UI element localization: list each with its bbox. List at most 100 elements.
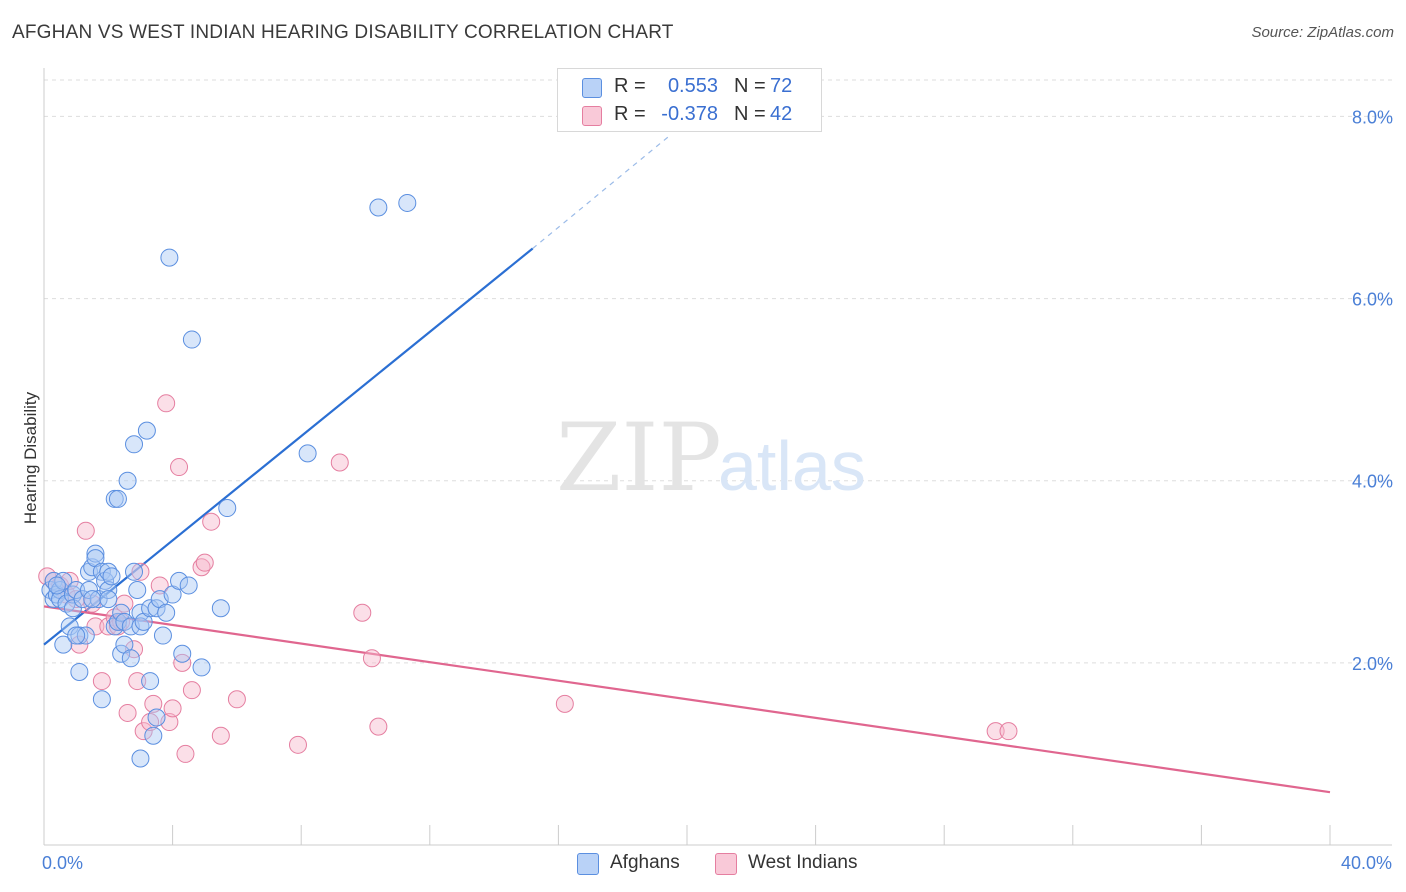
afghans-point — [121, 649, 140, 668]
west-indians-point — [999, 722, 1018, 741]
afghans-swatch — [582, 78, 602, 98]
afghans-point — [67, 626, 86, 645]
afghans-r-label: R = — [614, 75, 646, 97]
afghans-point — [157, 603, 176, 622]
west-indians-point — [211, 726, 230, 745]
x-tick-label: 0.0% — [42, 853, 83, 873]
afghans-point — [99, 581, 118, 599]
y-tick-label: 2.0% — [1352, 654, 1393, 674]
y-tick-label: 4.0% — [1352, 472, 1393, 492]
west-indians-r-label: R = — [614, 103, 646, 125]
x-tick-label: 40.0% — [1341, 853, 1392, 873]
data-points — [38, 193, 1018, 768]
west-indians-point — [195, 553, 214, 572]
west-indians-point — [288, 735, 307, 754]
west-indians-point — [369, 717, 388, 736]
west-indians-point — [986, 722, 1005, 741]
afghans-point — [70, 662, 89, 681]
chart-title: AFGHAN VS WEST INDIAN HEARING DISABILITY… — [12, 22, 674, 43]
west-indians-point — [118, 703, 137, 722]
afghans-point — [118, 471, 137, 490]
west-indians-point — [157, 394, 176, 413]
afghans-point — [211, 599, 230, 618]
afghans-point — [125, 562, 144, 581]
afghans-point — [153, 626, 172, 645]
afghans-point — [160, 248, 179, 267]
afghans-point — [86, 544, 105, 563]
west-indians-legend-label: West Indians — [748, 852, 858, 873]
axes — [43, 68, 1392, 846]
afghans-r-value: 0.553 — [667, 75, 718, 97]
afghans-point — [67, 581, 86, 599]
afghans-point — [108, 489, 127, 508]
afghans-point — [73, 590, 92, 609]
west-indians-point — [134, 722, 153, 741]
west-indians-n-label: N = — [734, 103, 766, 125]
legend-row-afghans: R = 0.553 N = 72 — [558, 72, 821, 100]
west-indians-point — [173, 653, 192, 672]
afghans-trend-line — [43, 247, 534, 646]
afghans-point — [63, 599, 82, 618]
west-indians-point — [144, 694, 163, 713]
afghans-point — [76, 626, 95, 645]
afghans-n-value: 72 — [770, 75, 793, 97]
west-indians-point — [353, 603, 372, 622]
afghans-point — [99, 590, 118, 609]
afghans-trend-extension — [532, 134, 672, 249]
afghans-point — [170, 571, 189, 590]
west-indians-legend-swatch — [715, 853, 737, 875]
afghans-point — [89, 590, 108, 609]
afghans-n-label: N = — [734, 75, 766, 97]
tick-labels: 2.0% 4.0% 6.0% 8.0% 0.0% 40.0% — [42, 107, 1393, 873]
afghans-point — [398, 193, 417, 212]
west-indians-swatch — [582, 106, 602, 126]
afghans-point — [144, 726, 163, 745]
watermark-atlas: atlas — [718, 427, 866, 505]
afghans-point — [141, 672, 160, 691]
afghans-point — [182, 330, 201, 349]
afghans-point — [137, 421, 156, 440]
west-indians-point — [362, 649, 381, 668]
west-indians-point — [141, 713, 160, 732]
west-indians-trend-line — [43, 605, 1331, 794]
afghans-point — [173, 644, 192, 663]
west-indians-point — [182, 681, 201, 700]
west-indians-point — [202, 512, 221, 531]
west-indians-point — [555, 694, 574, 713]
west-indians-point — [170, 458, 189, 477]
afghans-point — [54, 635, 73, 654]
west-indians-point — [131, 562, 150, 581]
afghans-legend-swatch — [577, 853, 599, 875]
west-indians-point — [86, 617, 105, 636]
afghans-point — [369, 198, 388, 217]
afghans-legend-label: Afghans — [610, 852, 680, 873]
afghans-point — [125, 435, 144, 454]
west-indians-point — [92, 672, 111, 691]
afghans-point — [298, 444, 317, 463]
west-indians-point — [330, 453, 349, 472]
afghans-point — [92, 690, 111, 709]
west-indians-point — [163, 699, 182, 718]
y-tick-label: 8.0% — [1352, 107, 1393, 127]
west-indians-n-value: 42 — [770, 103, 793, 125]
afghans-point — [218, 499, 237, 518]
afghans-point — [131, 749, 150, 768]
y-tick-label: 6.0% — [1352, 290, 1393, 310]
west-indians-point — [128, 672, 147, 691]
afghans-point — [147, 708, 166, 727]
grid-lines — [44, 79, 1392, 664]
trend-lines — [43, 134, 1331, 794]
afghans-point — [179, 576, 198, 595]
west-indians-point — [150, 576, 169, 595]
afghans-point — [192, 658, 211, 677]
west-indians-r-value: -0.378 — [661, 103, 718, 125]
legend-row-west-indians: R = -0.378 N = 42 — [558, 100, 821, 128]
afghans-point — [83, 590, 102, 609]
watermark-zip: ZIP — [556, 404, 722, 513]
afghans-point — [102, 567, 121, 586]
stats-legend: R = 0.553 N = 72 R = -0.378 N = 42 — [557, 68, 822, 132]
afghans-point — [128, 581, 147, 599]
afghans-point — [54, 571, 73, 590]
west-indians-point — [227, 690, 246, 709]
